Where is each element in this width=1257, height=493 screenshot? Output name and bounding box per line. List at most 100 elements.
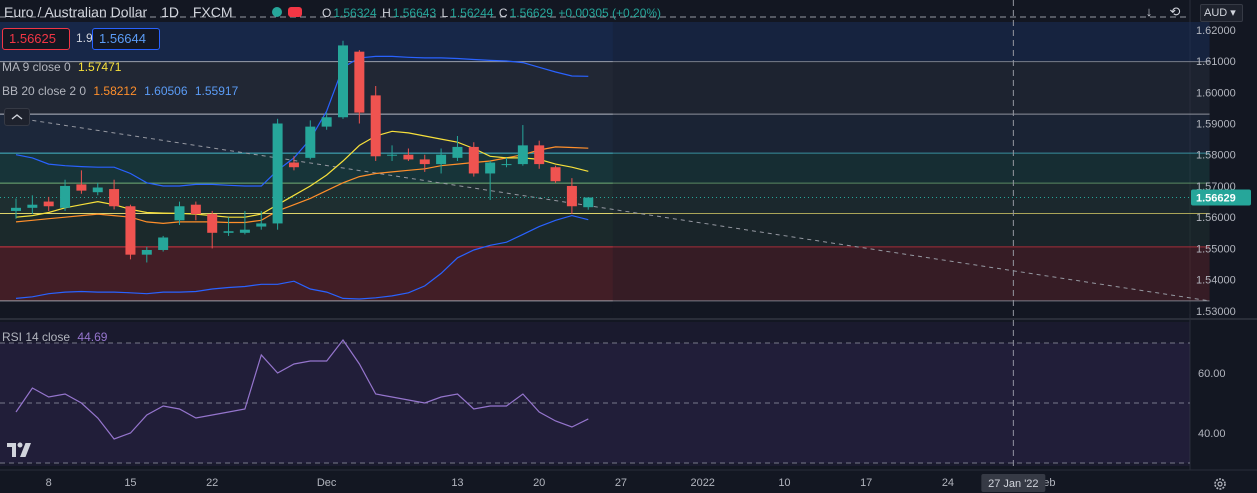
sell-price-button[interactable]: 1.56625 [2,28,70,50]
collapse-legend-button[interactable] [4,108,30,126]
fib-zone [0,22,1210,62]
candle-body [419,159,430,165]
candle [534,140,545,169]
last-price-label: 1.56629 [1196,193,1236,205]
rsi-line [15,338,589,440]
candle [288,156,299,171]
candle [419,154,430,172]
candle [468,142,479,177]
candle-body [92,187,103,193]
candle-body [321,117,332,127]
high-label: H [382,6,391,20]
candle [321,112,332,130]
candle [403,148,414,161]
candle [11,198,21,219]
candle [387,145,398,161]
ohlc-values: O 1.56324 H 1.56643 L 1.56244 C 1.56629 +0.0… [322,6,663,20]
tradingview-logo-icon [7,442,31,457]
candle-body [27,204,38,208]
crosshair-date-badge [981,474,1046,492]
candle [550,165,561,183]
candle-body [387,154,398,156]
settings-gear-icon[interactable] [1212,476,1228,492]
price-tick-label: 1.60000 [1196,87,1236,99]
change-value: +0.00305 (+0.20%) [558,6,662,20]
chevron-up-icon [11,114,23,120]
candle-body [60,185,71,208]
currency-select[interactable]: AUD ▾ [1200,4,1243,22]
candle-body [305,126,316,158]
symbol-title[interactable]: Euro / Australian Dollar 1D FXCM [4,4,243,20]
download-icon[interactable]: ↓ [1145,4,1153,19]
candle [76,170,87,194]
candle-body [109,189,120,207]
candle [305,120,316,160]
candle [125,204,136,260]
candle-body [76,184,87,191]
rsi-legend[interactable]: RSI 14 close 44.69 [2,330,107,344]
price-tick-label: 1.62000 [1196,25,1236,37]
rsi-value: 44.69 [77,330,108,344]
rsi-pane-background [0,322,1190,466]
candle-body [272,123,283,224]
bb-lower-value: 1.55917 [194,84,239,98]
candle-body [11,207,21,211]
last-price-badge [1191,189,1251,206]
ma-legend[interactable]: MA 9 close 0 1.57471 [2,60,121,74]
candle [190,201,201,221]
candle [43,196,54,211]
candle-body [485,162,496,174]
time-tick-label: 22 [206,477,218,489]
open-label: O [322,6,332,20]
bb-label: BB 20 close 2 0 [2,84,87,98]
buy-price-button[interactable]: 1.56644 [92,28,160,50]
open-value: 1.56324 [333,6,377,20]
bb-upper-value: 1.60506 [144,84,188,98]
candle-body [566,185,577,207]
time-tick-label: 24 [942,477,954,489]
candle [223,217,234,236]
candle [517,125,528,166]
candle-body [190,204,201,215]
candle [354,50,365,124]
interval-label: 1D [161,4,179,20]
market-status-icon [272,7,282,17]
candle-body [256,223,267,227]
candle-body [207,214,218,233]
candle-body [403,154,414,160]
fib-zone [0,153,1210,184]
candle [338,40,348,119]
rsi-band [0,343,1190,463]
time-tick-label: 8 [46,477,52,489]
candle [174,201,185,225]
ma-label: MA 9 close 0 [2,60,71,74]
rsi-tick-label: 40.00 [1198,428,1226,440]
low-value: 1.56244 [450,6,494,20]
high-value: 1.56643 [392,6,437,20]
candle [92,182,103,196]
candle [239,210,250,235]
bb-upper-line [15,55,589,187]
price-tick-label: 1.59000 [1196,118,1236,130]
candle-body [452,146,463,158]
screenshot-icon[interactable]: ⟲ [1169,4,1181,19]
candle-body [239,229,250,233]
candle-body [370,95,381,157]
candle [566,178,577,215]
price-tick-label: 1.61000 [1196,56,1236,68]
symbol-name: Euro / Australian Dollar [4,4,148,20]
fib-zone [0,246,1210,301]
candle-body [468,146,479,174]
candle-body [288,162,299,168]
fib-zone [0,61,1210,115]
time-tick-label: 2022 [690,477,714,489]
exchange-label: FXCM [192,4,233,20]
low-label: L [441,6,449,20]
flag-icon[interactable] [288,7,302,17]
time-tick-label: 17 [860,477,872,489]
candle [141,246,152,263]
bb-legend[interactable]: BB 20 close 2 0 1.58212 1.60506 1.55917 [2,84,238,98]
candle-body [501,164,512,166]
candle [583,197,594,210]
